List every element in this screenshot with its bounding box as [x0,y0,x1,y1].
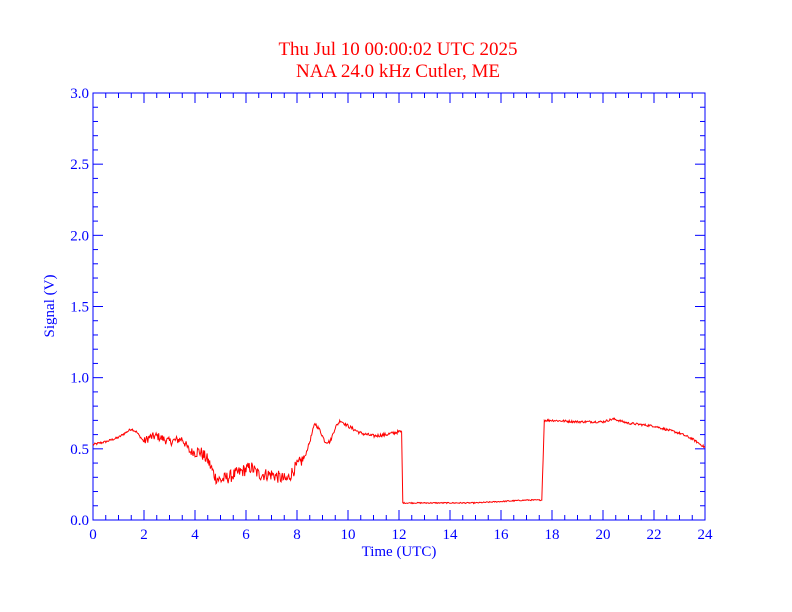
x-tick-label: 2 [140,527,148,543]
y-tick-label: 0.5 [70,442,89,458]
x-tick-label: 22 [647,527,662,543]
y-tick-label: 1.5 [70,300,89,316]
x-tick-label: 8 [293,527,301,543]
x-tick-label: 0 [89,527,97,543]
y-axis-label: Signal (V) [42,275,58,338]
y-tick-label: 2.0 [70,228,89,244]
tick-labels: 0 2 4 6 8 10 12 14 16 18 20 22 240.00.51.01.52.02.53… [70,86,713,543]
y-tick-label: 1.0 [70,371,89,387]
x-tick-label: 4 [191,527,199,543]
x-tick-label: 24 [698,527,714,543]
x-tick-label: 12 [392,527,407,543]
series-line [92,417,706,505]
x-tick-label: 6 [242,527,250,543]
x-tick-label: 16 [494,527,510,543]
x-tick-label: 20 [596,527,611,543]
y-tick-label: 3.0 [70,86,89,102]
x-axis-label: Time (UTC) [362,544,437,560]
chart-subtitle: NAA 24.0 kHz Cutler, ME [296,61,500,82]
x-tick-label: 14 [443,527,459,543]
plot-frame [92,92,706,521]
axis-ticks [92,92,706,521]
y-tick-label: 2.5 [70,157,89,173]
chart-title: Thu Jul 10 00:00:02 UTC 2025 [278,39,517,60]
y-tick-label: 0.0 [70,513,89,529]
x-tick-label: 18 [545,527,560,543]
x-tick-label: 10 [341,527,356,543]
